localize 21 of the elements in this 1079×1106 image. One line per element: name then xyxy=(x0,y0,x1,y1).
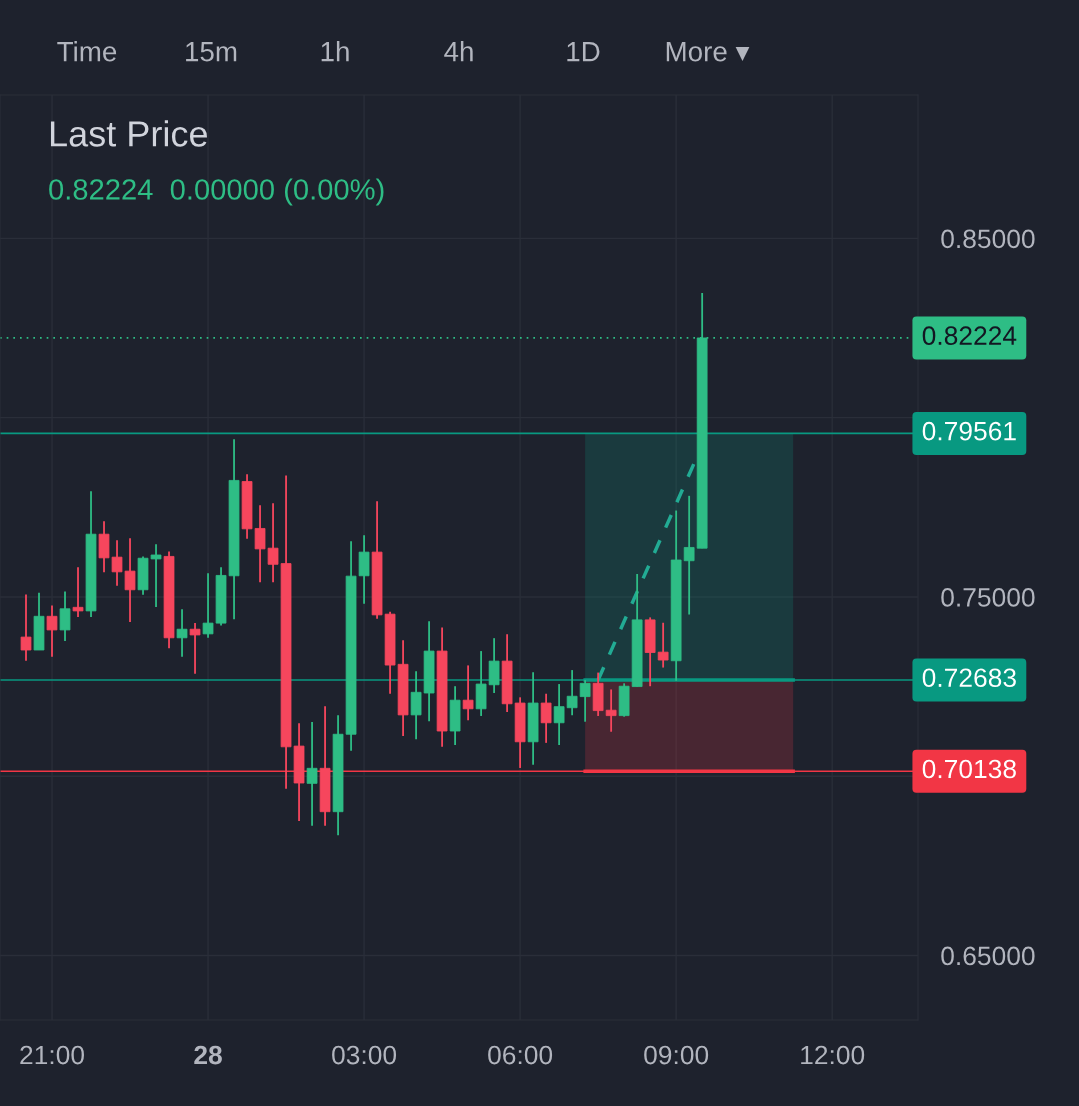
y-tick-label: 0.65000 xyxy=(941,946,1035,966)
y-tick-label: 0.75000 xyxy=(941,588,1035,607)
x-tick-label: 12:00 xyxy=(801,1045,865,1065)
ref-line-label: 0.70138 xyxy=(922,759,1016,779)
x-tick-label: 28 xyxy=(194,1045,222,1065)
y-tick-label: 0.85000 xyxy=(941,229,1035,249)
text: 1h xyxy=(321,41,349,62)
ref-line-label: 0.72683 xyxy=(922,668,1016,688)
text: Time xyxy=(57,41,117,62)
text: 4h xyxy=(444,41,473,62)
text: 15m xyxy=(186,42,237,62)
text: Last Price xyxy=(50,120,207,147)
ref-line-label: 0.79561 xyxy=(922,421,1016,441)
ref-line-label: 0.82224 xyxy=(922,326,1017,346)
x-tick-label: 09:00 xyxy=(644,1045,709,1065)
text: 0.82224 0.00000 (0.00%) xyxy=(49,178,384,206)
text: More ▾ xyxy=(666,42,750,62)
x-tick-label: 03:00 xyxy=(332,1045,397,1065)
text: 1D xyxy=(567,42,600,62)
x-tick-label: 21:00 xyxy=(20,1045,84,1065)
x-tick-label: 06:00 xyxy=(488,1045,553,1065)
